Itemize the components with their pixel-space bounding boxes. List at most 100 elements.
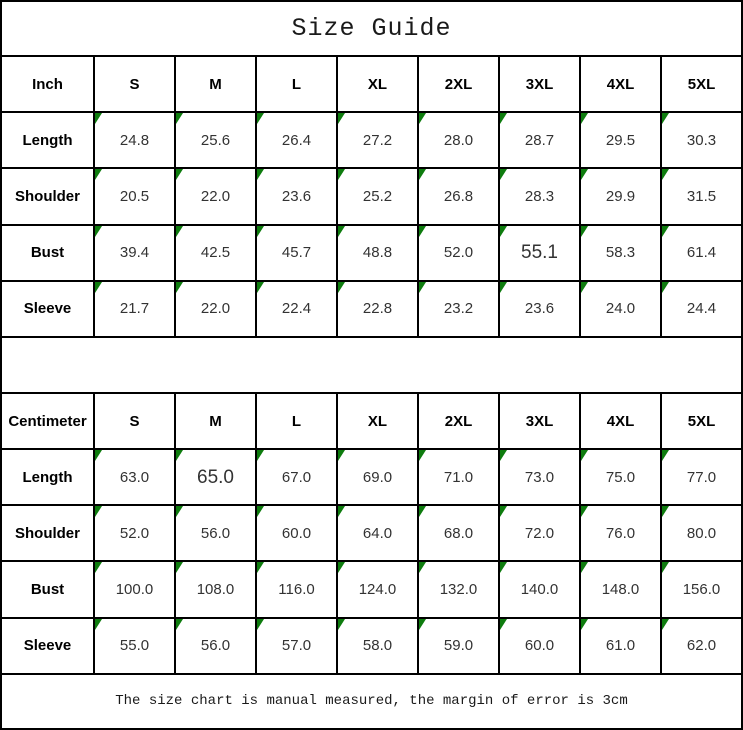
size-cell: 69.0 (336, 448, 419, 507)
cell-value: 57.0 (281, 637, 312, 655)
size-cell: 52.0 (93, 504, 176, 563)
size-col-l: L (255, 55, 338, 114)
cell-flag-icon (501, 507, 507, 518)
row-label-shoulder: Shoulder (0, 504, 95, 563)
cell-flag-icon (96, 507, 102, 518)
cell-flag-icon (177, 226, 183, 237)
cell-flag-icon (420, 563, 426, 574)
cell-flag-icon (582, 282, 588, 293)
cell-value: 52.0 (119, 524, 150, 542)
cell-value: 61.0 (605, 637, 636, 655)
inch-length-row: Length 24.8 25.6 26.4 27.2 28.0 28.7 29.… (0, 111, 743, 170)
cell-flag-icon (582, 114, 588, 125)
cell-flag-icon (339, 507, 345, 518)
size-cell: 48.8 (336, 223, 419, 282)
cell-flag-icon (501, 563, 507, 574)
cell-value: 26.4 (281, 131, 312, 149)
row-label-length: Length (0, 111, 95, 170)
size-cell: 124.0 (336, 560, 419, 619)
size-cell: 29.5 (579, 111, 662, 170)
cell-value: 60.0 (281, 524, 312, 542)
cell-flag-icon (501, 282, 507, 293)
cell-value: 108.0 (196, 580, 235, 598)
cell-flag-icon (96, 563, 102, 574)
cell-flag-icon (339, 226, 345, 237)
cell-value: 20.5 (119, 187, 150, 205)
cell-flag-icon (420, 170, 426, 181)
size-cell: 27.2 (336, 111, 419, 170)
cell-flag-icon (258, 451, 264, 462)
cell-flag-icon (663, 114, 669, 125)
size-cell: 76.0 (579, 504, 662, 563)
cell-flag-icon (501, 226, 507, 237)
size-cell: 100.0 (93, 560, 176, 619)
size-cell: 26.8 (417, 167, 500, 226)
cell-flag-icon (96, 114, 102, 125)
cell-flag-icon (96, 451, 102, 462)
unit-label-inch: Inch (0, 55, 95, 114)
cell-value: 22.0 (200, 187, 231, 205)
size-cell: 30.3 (660, 111, 743, 170)
size-cell: 39.4 (93, 223, 176, 282)
cell-value: 100.0 (115, 580, 154, 598)
cell-value: 55.0 (119, 637, 150, 655)
size-cell: 28.0 (417, 111, 500, 170)
cell-value: 23.6 (281, 187, 312, 205)
cell-flag-icon (420, 226, 426, 237)
cell-flag-icon (420, 114, 426, 125)
cell-value: 80.0 (686, 524, 717, 542)
size-cell: 108.0 (174, 560, 257, 619)
cell-flag-icon (339, 563, 345, 574)
size-col-xl: XL (336, 391, 419, 451)
size-cell: 55.1 (498, 223, 581, 282)
cell-value: 25.6 (200, 131, 231, 149)
size-cell: 52.0 (417, 223, 500, 282)
size-cell: 71.0 (417, 448, 500, 507)
size-cell: 73.0 (498, 448, 581, 507)
size-cell: 65.0 (174, 448, 257, 507)
cell-flag-icon (258, 282, 264, 293)
cell-flag-icon (96, 226, 102, 237)
size-cell: 72.0 (498, 504, 581, 563)
cell-flag-icon (663, 170, 669, 181)
row-label-shoulder: Shoulder (0, 167, 95, 226)
size-col-3xl: 3XL (498, 391, 581, 451)
size-col-4xl: 4XL (579, 391, 662, 451)
size-cell: 148.0 (579, 560, 662, 619)
cell-flag-icon (177, 282, 183, 293)
size-col-2xl: 2XL (417, 391, 500, 451)
size-cell: 77.0 (660, 448, 743, 507)
cell-value: 56.0 (200, 637, 231, 655)
size-col-5xl: 5XL (660, 391, 743, 451)
cell-flag-icon (663, 563, 669, 574)
size-col-s: S (93, 391, 176, 451)
cell-value: 76.0 (605, 524, 636, 542)
size-col-l: L (255, 391, 338, 451)
inch-sleeve-row: Sleeve 21.7 22.0 22.4 22.8 23.2 23.6 24.… (0, 279, 743, 338)
size-cell: 28.3 (498, 167, 581, 226)
cell-value: 29.5 (605, 131, 636, 149)
cell-flag-icon (663, 226, 669, 237)
cell-value: 24.8 (119, 131, 150, 149)
size-cell: 63.0 (93, 448, 176, 507)
cm-header-row: Centimeter S M L XL 2XL 3XL 4XL 5XL (0, 391, 743, 451)
cell-value: 62.0 (686, 637, 717, 655)
size-cell: 25.2 (336, 167, 419, 226)
cell-value: 48.8 (362, 244, 393, 262)
cell-flag-icon (582, 170, 588, 181)
cell-value: 60.0 (524, 637, 555, 655)
cell-value: 22.4 (281, 300, 312, 318)
cell-value: 156.0 (682, 580, 721, 598)
cell-flag-icon (582, 451, 588, 462)
row-label-bust: Bust (0, 560, 95, 619)
cell-value: 24.0 (605, 300, 636, 318)
size-cell: 68.0 (417, 504, 500, 563)
cell-value: 140.0 (520, 580, 559, 598)
inch-header-row: Inch S M L XL 2XL 3XL 4XL 5XL (0, 55, 743, 114)
cell-flag-icon (420, 451, 426, 462)
cm-bust-row: Bust 100.0 108.0 116.0 124.0 132.0 140.0… (0, 560, 743, 619)
size-cell: 156.0 (660, 560, 743, 619)
size-cell: 22.4 (255, 279, 338, 338)
